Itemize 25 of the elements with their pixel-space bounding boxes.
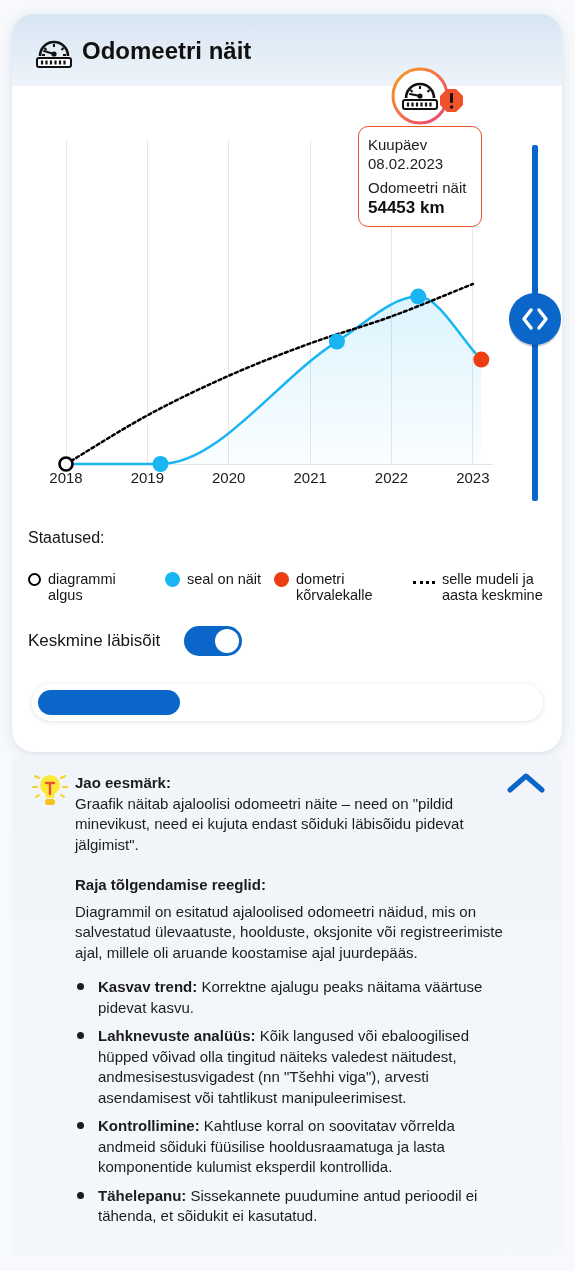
text: Kuupäev [368,135,429,154]
legend-label: diagrammi algus [48,571,117,603]
text: Odomeetri näit [368,178,468,197]
x-tick-label: 2020 [211,469,246,487]
legend-label: selle mudeli ja aasta keskmine [441,571,544,603]
legend-label: seal on näit [186,571,262,587]
legend-title: Staatused: [28,528,106,548]
chart-title: Odomeetri näit [82,36,252,66]
text: Lahknevuste analüüs: [98,1027,256,1044]
text: Raja tõlgendamise reeglid: [75,876,266,893]
legend-label: dometri kõrvalekalle [296,571,374,603]
x-tick-label: 2022 [374,469,409,487]
text: Keskmine läbisõit [28,630,161,652]
text: Kontrollimine: [98,1117,200,1134]
x-tick-label: 2018 [49,469,83,487]
text: 08.02.2023 [368,154,445,173]
text: Diagrammil on esitatud ajaloolised odomeetri näidud, mis on salvestatud ülevaatuste, hoolduste, oksjonite või registreerimiste ajal, millele oli aruande koostamise ajal juurdepääs. [75,901,504,963]
x-tick-label: 2021 [293,469,327,487]
text: Graafik näitab ajaloolisi odomeetri näite – need on "pildid minevikust, need ei kujuta endast sõiduki läbisõidu pidevat jälgimist". [75,793,465,855]
x-tick-label: 2019 [130,469,165,487]
x-tick-label: 2023 [456,469,490,487]
text: Kasvav trend: [98,978,198,995]
text: Jao eesmärk: [75,774,171,791]
text: Tähelepanu: [98,1186,187,1204]
text: 54453 km [368,198,445,217]
